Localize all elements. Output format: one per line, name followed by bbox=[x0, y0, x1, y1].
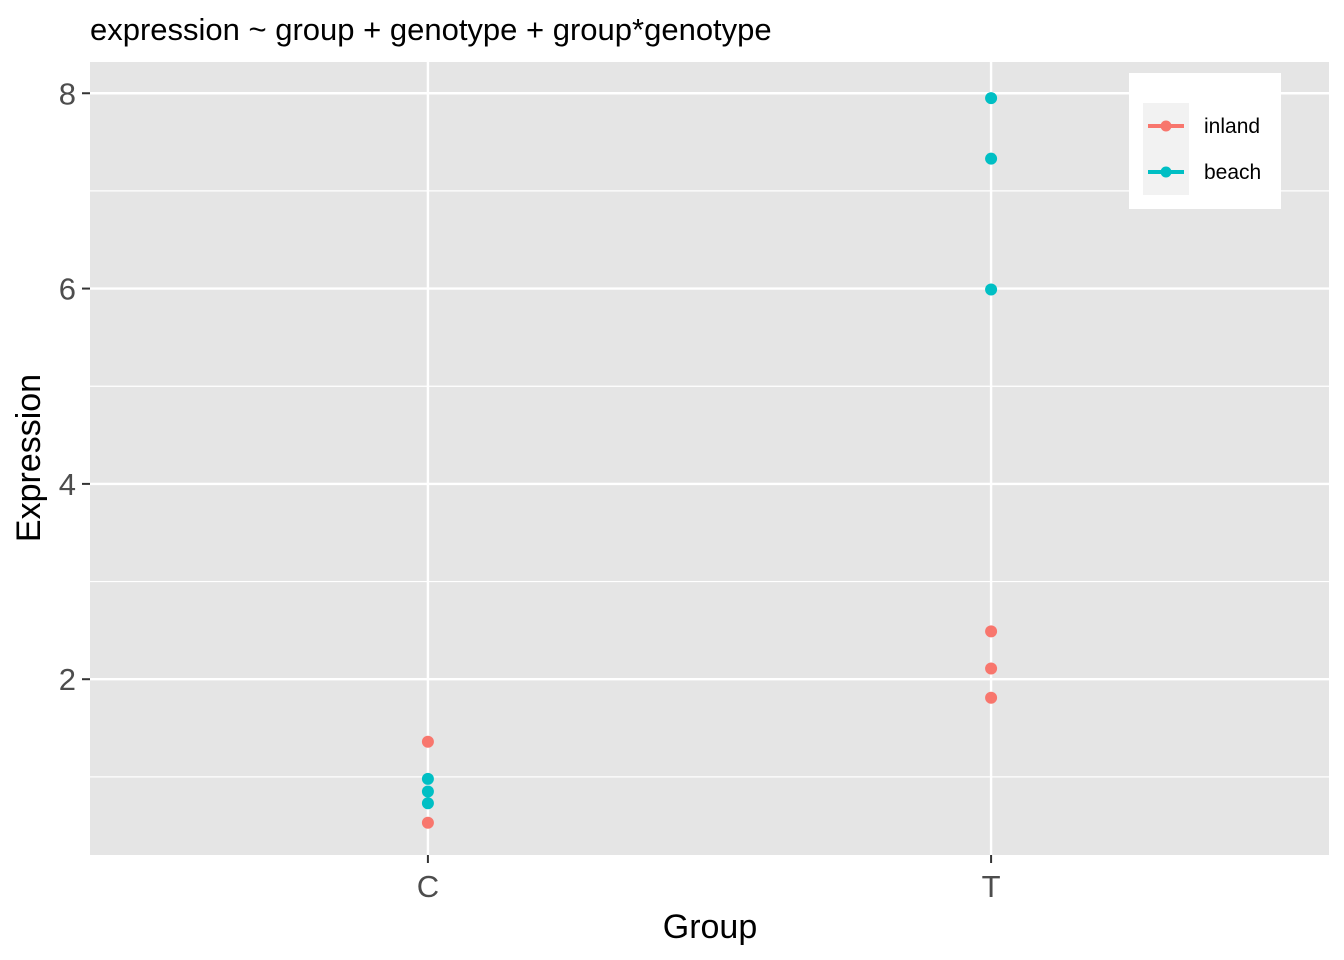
data-point-inland bbox=[421, 735, 434, 748]
plot-panel bbox=[90, 62, 1329, 855]
y-tick-label: 4 bbox=[59, 467, 76, 502]
data-point-beach bbox=[985, 152, 998, 165]
data-point-beach bbox=[985, 283, 998, 296]
x-tick-label: T bbox=[982, 869, 1001, 904]
legend-label-inland: inland bbox=[1204, 115, 1260, 138]
data-point-inland bbox=[985, 691, 998, 704]
data-point-inland bbox=[985, 625, 998, 638]
axis-ticks: 2 4 6 8 C T bbox=[59, 76, 1001, 904]
y-tick-label: 8 bbox=[59, 76, 76, 111]
grid-lines bbox=[90, 62, 1329, 855]
chart-title: expression ~ group + genotype + group*ge… bbox=[90, 12, 772, 47]
data-point-beach bbox=[421, 772, 434, 785]
data-point-beach bbox=[421, 785, 434, 798]
data-points bbox=[421, 92, 998, 829]
data-point-inland bbox=[985, 662, 998, 675]
x-axis-title: Group bbox=[663, 908, 758, 946]
y-tick-label: 2 bbox=[59, 662, 76, 697]
data-point-beach bbox=[421, 797, 434, 810]
data-point-inland bbox=[421, 816, 434, 829]
legend-label-beach: beach bbox=[1204, 161, 1261, 184]
legend-key-point bbox=[1160, 120, 1172, 132]
y-axis-title: Expression bbox=[10, 374, 48, 542]
x-tick-label: C bbox=[417, 869, 439, 904]
y-tick-label: 6 bbox=[59, 272, 76, 307]
legend-key-point bbox=[1160, 166, 1172, 178]
legend: inland beach bbox=[1129, 73, 1281, 209]
data-point-beach bbox=[985, 92, 998, 105]
legend-key-background bbox=[1143, 103, 1189, 195]
